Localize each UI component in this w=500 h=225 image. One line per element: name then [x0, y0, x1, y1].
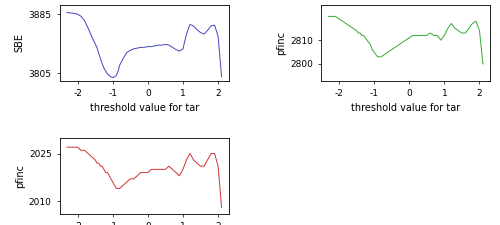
- X-axis label: threshold value for tar: threshold value for tar: [90, 104, 199, 113]
- Y-axis label: pfinc: pfinc: [14, 164, 24, 188]
- Y-axis label: SBE: SBE: [14, 33, 24, 52]
- X-axis label: threshold value for tar: threshold value for tar: [351, 104, 461, 113]
- Y-axis label: pfinc: pfinc: [276, 31, 286, 54]
